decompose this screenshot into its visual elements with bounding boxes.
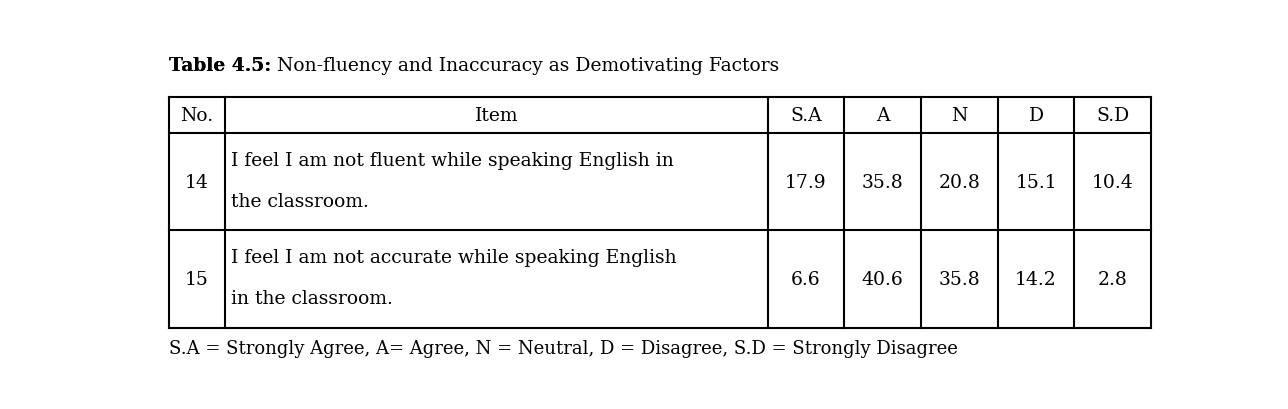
Text: 35.8: 35.8 <box>862 173 903 191</box>
Text: A: A <box>876 107 890 125</box>
Text: 6.6: 6.6 <box>791 270 820 288</box>
Text: 35.8: 35.8 <box>939 270 980 288</box>
Text: Table 4.5:: Table 4.5: <box>169 57 272 75</box>
Text: 15.1: 15.1 <box>1015 173 1057 191</box>
Text: D: D <box>1029 107 1043 125</box>
Text: S.A = Strongly Agree, A= Agree, N = Neutral, D = Disagree, S.D = Strongly Disagr: S.A = Strongly Agree, A= Agree, N = Neut… <box>169 339 958 357</box>
Text: 17.9: 17.9 <box>786 173 827 191</box>
Text: I feel I am not accurate while speaking English: I feel I am not accurate while speaking … <box>232 249 677 267</box>
Text: Non-fluency and Inaccuracy as Demotivating Factors: Non-fluency and Inaccuracy as Demotivati… <box>272 57 779 75</box>
Text: 15: 15 <box>185 270 209 288</box>
Text: Item: Item <box>475 107 518 125</box>
Text: 10.4: 10.4 <box>1092 173 1133 191</box>
Text: Table 4.5:: Table 4.5: <box>169 57 272 75</box>
Text: I feel I am not fluent while speaking English in: I feel I am not fluent while speaking En… <box>232 152 674 170</box>
Text: 2.8: 2.8 <box>1097 270 1128 288</box>
Text: 14.2: 14.2 <box>1015 270 1057 288</box>
Text: in the classroom.: in the classroom. <box>232 290 393 308</box>
Text: S.A: S.A <box>790 107 822 125</box>
Text: S.D: S.D <box>1096 107 1130 125</box>
Text: 20.8: 20.8 <box>939 173 980 191</box>
Text: N: N <box>951 107 967 125</box>
Text: 40.6: 40.6 <box>862 270 903 288</box>
Text: the classroom.: the classroom. <box>232 193 370 211</box>
Text: No.: No. <box>180 107 214 125</box>
Text: 14: 14 <box>185 173 209 191</box>
